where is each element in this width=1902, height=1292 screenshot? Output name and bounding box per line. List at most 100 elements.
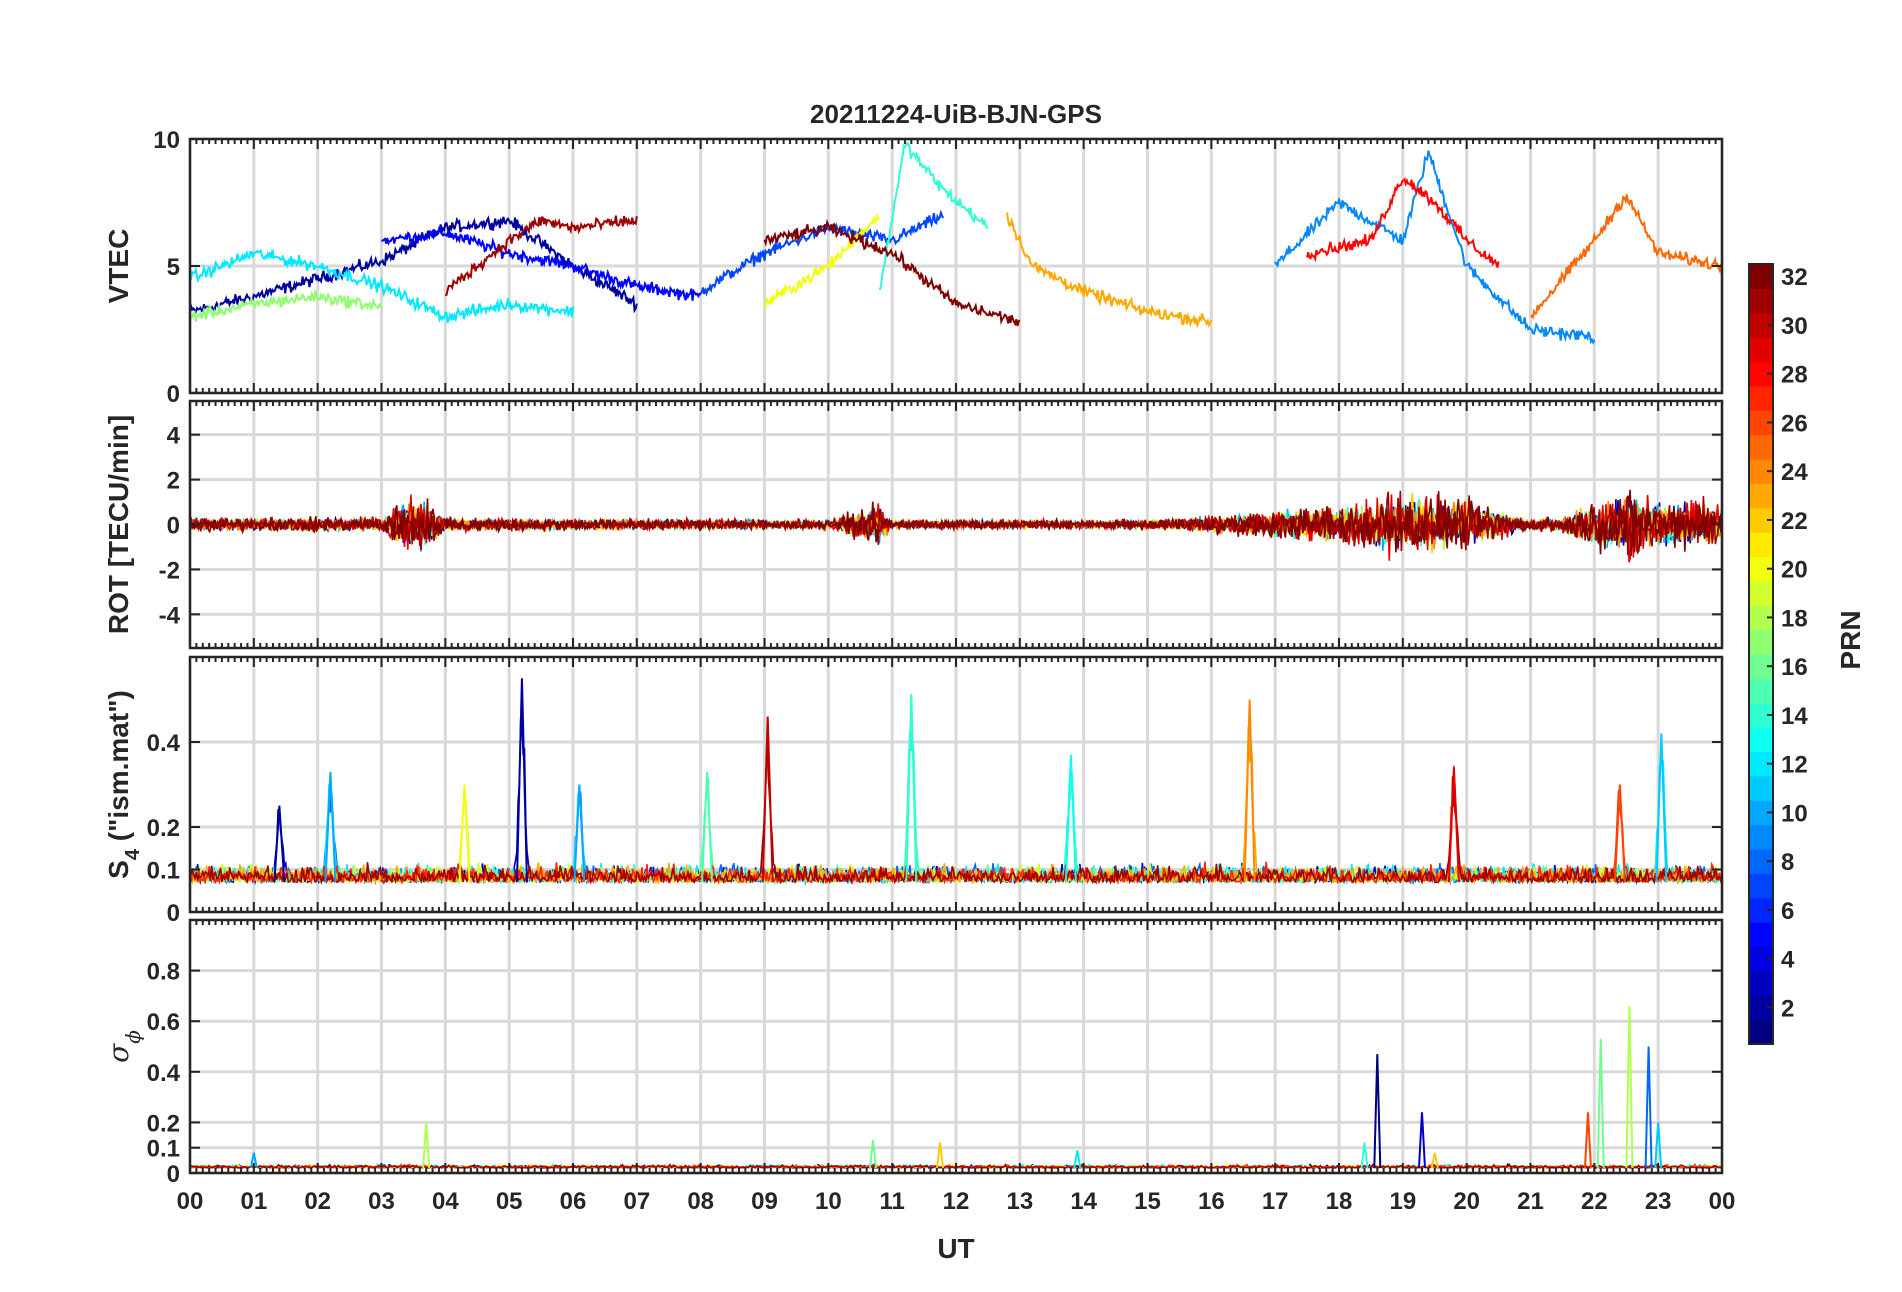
vtec-series-prn-17	[190, 290, 383, 322]
y-axis-label-sub: ϕ	[121, 1030, 145, 1044]
colorbar-segment	[1749, 1019, 1773, 1045]
colorbar-tick-label: 30	[1781, 313, 1808, 340]
s4-peak	[1243, 699, 1256, 883]
colorbar-tick-label: 20	[1781, 557, 1808, 584]
colorbar-segment	[1749, 580, 1773, 606]
x-tick-label: 02	[304, 1188, 331, 1215]
x-tick-label: 00	[1709, 1188, 1736, 1215]
vtec-series-prn-25	[1530, 194, 1722, 320]
colorbar-segment	[1749, 727, 1773, 753]
s4-peak	[701, 771, 714, 883]
y-axis-label: ROT [TECU/min]	[103, 415, 134, 634]
x-tick-label: 13	[1006, 1188, 1033, 1215]
x-tick-label: 15	[1134, 1188, 1161, 1215]
panel-4: 00.10.2 0.4 0.6 0.8 σϕ 00 01 02 03 04 05 06 07 08 09 10…	[102, 918, 1736, 1215]
y-tick-label: -4	[159, 602, 181, 629]
panel-1: 0 5 10 VTEC	[103, 127, 1724, 408]
panel-2: -4 -2 0 2 4 ROT [TECU/min]	[103, 399, 1724, 650]
sigma-spike	[936, 1142, 945, 1169]
colorbar-tick-label: 14	[1781, 703, 1808, 730]
x-tick-label: 04	[432, 1188, 459, 1215]
data-layer	[190, 141, 1722, 346]
s4-series-prn-31	[190, 737, 1722, 886]
vtec-series-prn-14	[878, 141, 989, 291]
panel-3: 00.10.20.4S4 ("ism.mat")	[103, 655, 1724, 927]
y-tick-label: 0.4	[147, 730, 181, 757]
colorbar-tick-label: 4	[1781, 947, 1795, 974]
colorbar-segment	[1749, 629, 1773, 655]
colorbar-frame	[1748, 263, 1774, 1045]
colorbar-segment	[1749, 337, 1773, 363]
sigma-spike	[1430, 1152, 1439, 1169]
vtec-series-prn-32	[763, 218, 1021, 327]
x-tick-label: 06	[560, 1188, 587, 1215]
s4-peak	[761, 716, 774, 883]
sigma-spike	[1417, 1112, 1426, 1168]
sigma-spike	[1654, 1122, 1663, 1169]
y-tick-label: 0.8	[147, 959, 180, 986]
y-tick-label: 0.1	[147, 1136, 180, 1163]
x-tick-label: 18	[1326, 1188, 1353, 1215]
x-tick-label: 05	[496, 1188, 523, 1215]
sigma-spike	[249, 1152, 258, 1169]
x-tick-label: 07	[623, 1188, 650, 1215]
x-tick-label: 03	[368, 1188, 395, 1215]
data-layer	[190, 489, 1722, 563]
rot-series-prn-32	[190, 489, 1722, 555]
colorbar-tick-label: 26	[1781, 410, 1808, 437]
colorbar-segment	[1749, 824, 1773, 850]
vtec-series-prn-28	[1306, 177, 1500, 268]
x-tick-label: 19	[1389, 1188, 1416, 1215]
x-tick-label: 20	[1453, 1188, 1480, 1215]
y-axis-label-main: σ	[102, 1043, 135, 1063]
y-tick-label: 0	[167, 1161, 180, 1188]
colorbar-segment	[1749, 532, 1773, 558]
s4-peak	[573, 784, 586, 883]
x-tick-label: 12	[943, 1188, 970, 1215]
y-tick-label: 0.2	[147, 1110, 180, 1137]
vtec-series-prn-7	[699, 209, 945, 297]
x-tick-label: 09	[751, 1188, 778, 1215]
colorbar-segment	[1749, 434, 1773, 460]
y-axis-label: S4 ("ism.mat")	[103, 690, 144, 879]
x-tick-label: 10	[815, 1188, 842, 1215]
s4-peak	[458, 784, 471, 883]
y-tick-label: 5	[167, 254, 180, 281]
data-layer	[190, 678, 1722, 886]
sigma-spike	[1596, 1038, 1605, 1168]
x-tick-label: 17	[1262, 1188, 1289, 1215]
figure-title: 20211224-UiB-BJN-GPS	[810, 99, 1102, 129]
x-tick-label: 23	[1645, 1188, 1672, 1215]
colorbar-segment	[1749, 288, 1773, 314]
y-tick-label: 0.4	[147, 1060, 181, 1087]
y-tick-label: 2	[167, 468, 180, 495]
colorbar-segment	[1749, 922, 1773, 948]
colorbar-segment	[1749, 873, 1773, 899]
s4-peak	[273, 805, 286, 883]
colorbar-tick-label: 28	[1781, 362, 1808, 389]
y-axis-label: σϕ	[102, 1030, 145, 1063]
sigma-spike	[1644, 1046, 1653, 1168]
vtec-series-prn-2	[190, 215, 638, 315]
colorbar-segment	[1749, 385, 1773, 411]
y-tick-label: 4	[167, 423, 181, 450]
colorbar-segment	[1749, 678, 1773, 704]
y-tick-label: 10	[153, 127, 180, 154]
s4-peak	[1655, 733, 1668, 883]
ticks	[189, 657, 1723, 913]
colorbar-label: PRN	[1835, 610, 1866, 669]
colorbar-tick-label: 6	[1781, 898, 1794, 925]
y-tick-label: 0	[167, 900, 180, 927]
vtec-series-prn-12	[190, 249, 574, 324]
s4-peak	[1447, 767, 1460, 883]
colorbar-tick-label: 32	[1781, 264, 1808, 291]
sigma-spike	[869, 1140, 878, 1169]
ticks	[189, 920, 1723, 1174]
colorbar-segment	[1749, 970, 1773, 996]
s4-peak	[515, 678, 528, 883]
x-tick-label: 01	[240, 1188, 267, 1215]
colorbar-segment	[1749, 775, 1773, 801]
